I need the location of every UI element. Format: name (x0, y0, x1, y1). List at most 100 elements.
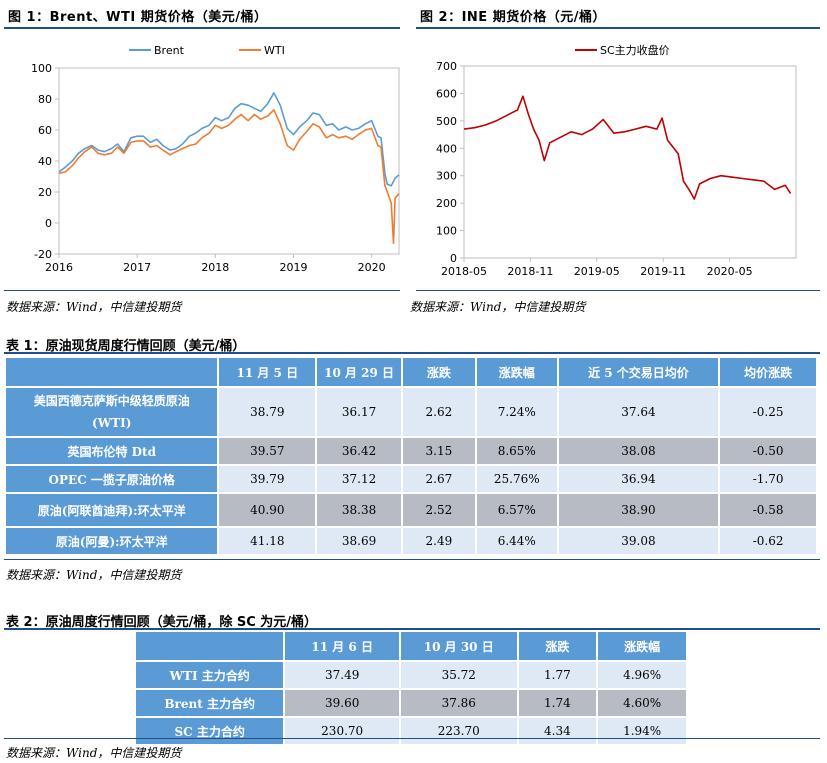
table2: 11 月 6 日 10 月 30 日 涨跌 涨跌幅 WTI 主力合约 37.49… (133, 630, 688, 746)
y-tick-label: 400 (436, 142, 457, 155)
cell: 36.42 (315, 436, 403, 466)
y-tick-label: 700 (436, 60, 457, 73)
y-tick-label: 0 (45, 217, 52, 230)
table1-bottom-rule (4, 559, 820, 560)
cell: 39.60 (283, 688, 401, 718)
series-line-WTI (58, 109, 400, 244)
cell: 36.17 (315, 386, 403, 438)
table2-source: 数据来源：Wind，中信建投期货 (6, 746, 182, 760)
cell: -0.25 (718, 386, 818, 438)
cell: 8.65% (474, 436, 559, 466)
table2-header-col2: 10 月 30 日 (398, 630, 519, 662)
row-label: 原油(阿联酋迪拜):环太平洋 (3, 492, 220, 528)
legend-label: SC主力收盘价 (600, 43, 670, 57)
x-tick-label: 2020-05 (707, 265, 753, 278)
cell: 1.94% (596, 716, 688, 746)
table-row: WTI 主力合约 37.49 35.72 1.77 4.96% (133, 660, 688, 690)
figure1-chart: Brent WTI -20 0 20 40 60 80 100 2016 2017 2018 2019… (31, 44, 400, 274)
cell: 2.62 (400, 386, 477, 438)
cell: 4.60% (596, 688, 688, 718)
cell: 39.79 (217, 464, 318, 494)
y-tick-label: 500 (436, 115, 457, 128)
cell: 37.49 (283, 660, 401, 690)
table-row: 英国布伦特 Dtd 39.57 36.42 3.15 8.65% 38.08 -… (3, 436, 818, 466)
cell: -0.62 (718, 526, 818, 556)
y-tick-label: 20 (38, 186, 52, 199)
cell: 2.52 (400, 492, 477, 528)
row-label: SC 主力合约 (133, 716, 286, 746)
table1-header-col1: 11 月 5 日 (217, 356, 318, 388)
y-tick-label: 60 (38, 124, 52, 137)
cell: 36.94 (556, 464, 721, 494)
cell: 1.77 (516, 660, 599, 690)
cell: 6.44% (474, 526, 559, 556)
row-label: 美国西德克萨斯中级轻质原油(WTI) (3, 386, 220, 438)
table2-title: 表 2：原油周度行情回顾（美元/桶，除 SC 为元/桶） (6, 615, 318, 630)
cell: 223.70 (398, 716, 519, 746)
row-label: OPEC 一揽子原油价格 (3, 464, 220, 494)
figure2-bottom-rule (416, 290, 820, 291)
table2-header-row: 11 月 6 日 10 月 30 日 涨跌 涨跌幅 (133, 630, 688, 662)
table1-header-col3: 涨跌 (400, 356, 477, 388)
table1-top-rule (4, 352, 820, 354)
table1-header-corner (3, 356, 220, 388)
plot-frame (58, 67, 400, 255)
figure1-bottom-rule (4, 290, 400, 291)
cell: 41.18 (217, 526, 318, 556)
cell: -0.50 (718, 436, 818, 466)
series-line-SC主力收盘价 (463, 95, 792, 200)
cell: -1.70 (718, 464, 818, 494)
y-tick-label: 300 (436, 170, 457, 183)
row-label: 英国布伦特 Dtd (3, 436, 220, 466)
cell: 4.96% (596, 660, 688, 690)
series-line-Brent (58, 91, 400, 187)
cell: 3.15 (400, 436, 477, 466)
y-tick-label: 80 (38, 93, 52, 106)
table-row: SC 主力合约 230.70 223.70 4.34 1.94% (133, 716, 688, 746)
table-row: Brent 主力合约 39.60 37.86 1.74 4.60% (133, 688, 688, 718)
cell: 2.49 (400, 526, 477, 556)
cell: 39.08 (556, 526, 721, 556)
x-tick-label: 2017 (123, 261, 151, 274)
table-row: 原油(阿联酋迪拜):环太平洋 40.90 38.38 2.52 6.57% 38… (3, 492, 818, 528)
cell: 37.64 (556, 386, 721, 438)
table2-header-col3: 涨跌 (516, 630, 599, 662)
figure1-top-rule (4, 27, 400, 29)
y-tick-label: 100 (31, 62, 52, 75)
table1-header-col6: 均价涨跌 (718, 356, 818, 388)
cell: 37.86 (398, 688, 519, 718)
table1: 11 月 5 日 10 月 29 日 涨跌 涨跌幅 近 5 个交易日均价 均价涨… (3, 356, 818, 556)
cell: 1.74 (516, 688, 599, 718)
cell: 38.38 (315, 492, 403, 528)
figure2-top-rule (416, 27, 820, 29)
table2-header-col1: 11 月 6 日 (283, 630, 401, 662)
y-tick-label: 100 (436, 225, 457, 238)
table2-bottom-rule (4, 738, 820, 739)
cell: 35.72 (398, 660, 519, 690)
x-tick-label: 2019 (279, 261, 307, 274)
table1-source: 数据来源：Wind，中信建投期货 (6, 568, 182, 582)
x-tick-label: 2019-05 (574, 265, 620, 278)
cell: 25.76% (474, 464, 559, 494)
table1-header-col5: 近 5 个交易日均价 (556, 356, 721, 388)
legend-label: WTI (264, 44, 285, 57)
cell: 2.67 (400, 464, 477, 494)
figure2-source: 数据来源：Wind，中信建投期货 (410, 300, 586, 314)
figure1-title: 图 1：Brent、WTI 期货价格（美元/桶） (8, 10, 268, 25)
y-tick-label: 600 (436, 87, 457, 100)
x-tick-label: 2018-11 (507, 265, 553, 278)
chart2-legend: SC主力收盘价 (575, 43, 670, 57)
legend-label: Brent (154, 44, 185, 57)
table-row: OPEC 一揽子原油价格 39.79 37.12 2.67 25.76% 36.… (3, 464, 818, 494)
x-tick-label: 2016 (45, 261, 73, 274)
row-label: 原油(阿曼):环太平洋 (3, 526, 220, 556)
cell: 38.90 (556, 492, 721, 528)
table2-header-corner (133, 630, 286, 662)
cell: 37.12 (315, 464, 403, 494)
cell: 6.57% (474, 492, 559, 528)
plot-frame (463, 65, 797, 259)
table2-top-rule (4, 628, 820, 630)
y-tick-label: 0 (450, 252, 457, 265)
row-label: WTI 主力合约 (133, 660, 286, 690)
table1-header-col2: 10 月 29 日 (315, 356, 403, 388)
